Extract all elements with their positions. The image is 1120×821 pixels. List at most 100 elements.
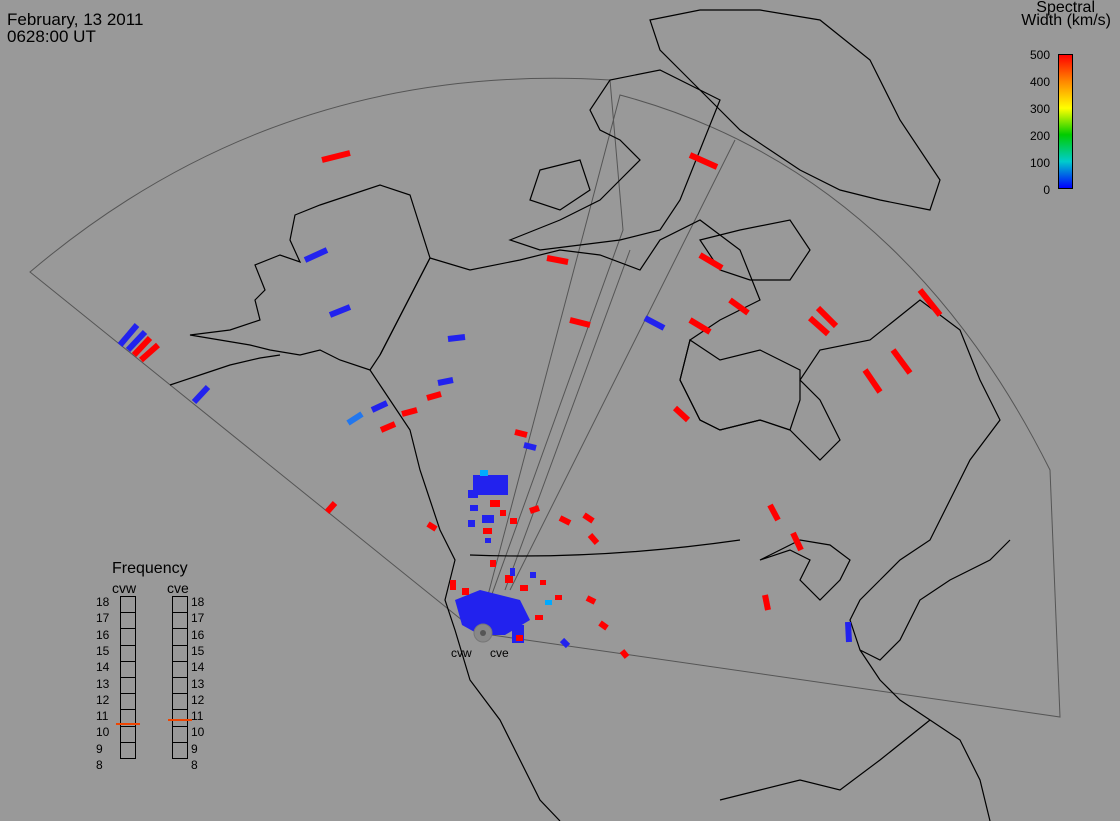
echo (762, 594, 771, 611)
frequency-level-right: 10 (191, 725, 205, 740)
frequency-cell (120, 660, 136, 677)
coast-arctic-3 (529, 159, 591, 211)
echo (303, 247, 329, 263)
frequency-level-left: 12 (96, 692, 110, 707)
echo (514, 429, 528, 438)
echo (346, 411, 364, 426)
frequency-cell (120, 628, 136, 645)
frequency-cell (172, 628, 188, 645)
frequency-cell (172, 741, 188, 759)
frequency-level-left: 17 (96, 611, 110, 626)
frequency-cell (120, 725, 136, 742)
frequency-column-cvw (120, 596, 136, 768)
frequency-cell (172, 612, 188, 629)
echo (619, 649, 630, 659)
colorbar-tick-label: 100 (1029, 156, 1050, 170)
frequency-level-left: 13 (96, 676, 110, 691)
coast-alaska-chain (169, 354, 281, 386)
echo (767, 503, 781, 522)
colorbar (1058, 54, 1073, 189)
frequency-cell (120, 596, 136, 613)
frequency-cell (172, 676, 188, 694)
fov-outline (29, 77, 1061, 718)
frequency-level-right: 12 (191, 692, 205, 707)
coast-arctic-2 (699, 219, 811, 281)
frequency-cell (172, 709, 188, 726)
echo (426, 391, 442, 401)
echo (191, 384, 211, 405)
echo (125, 329, 148, 353)
colorbar-tick-label: 0 (1043, 183, 1050, 197)
site-label-cve: cve (490, 646, 509, 660)
frequency-cell (172, 693, 188, 710)
frequency-level-right: 15 (191, 643, 205, 658)
coast-alaska (189, 184, 431, 371)
frequency-level-left: 15 (96, 643, 110, 658)
colorbar-tick-label: 200 (1029, 129, 1050, 143)
border-alaska-canada (379, 257, 431, 356)
frequency-cell (172, 644, 188, 661)
echo (426, 521, 438, 532)
echo (688, 152, 719, 170)
coast-south (719, 719, 931, 801)
echo (890, 348, 913, 375)
frequency-level-left: 11 (96, 709, 109, 724)
frequency-cve-label: cve (167, 580, 189, 596)
site-label-cvw: cvw (451, 646, 472, 660)
echo (324, 501, 338, 514)
coast-great-lakes (759, 539, 851, 601)
echo-cluster (450, 470, 562, 643)
colorbar-tick-label: 500 (1029, 48, 1050, 62)
echo (688, 317, 712, 335)
frequency-level-right: 16 (191, 627, 205, 642)
echo (401, 407, 418, 417)
coast-east (849, 539, 1011, 661)
echo (585, 595, 597, 605)
frequency-cell (120, 693, 136, 710)
echo (598, 620, 609, 631)
frequency-level-left: 10 (96, 725, 110, 740)
coastlines (169, 9, 1011, 821)
frequency-level-right: 9 (191, 741, 198, 756)
frequency-marker (116, 722, 140, 725)
fov-inner-line-2 (504, 249, 631, 591)
frequency-level-right: 8 (191, 758, 198, 772)
echo (558, 515, 572, 526)
echo (379, 421, 397, 433)
frequency-cell (172, 725, 188, 742)
frequency-level-right: 11 (191, 709, 204, 724)
echo (321, 150, 351, 163)
echo (672, 405, 691, 423)
frequency-cell (172, 660, 188, 677)
frequency-level-left: 14 (96, 660, 110, 675)
frequency-level-left: 9 (96, 741, 103, 756)
echo (447, 334, 466, 342)
echo (808, 315, 830, 337)
echo (582, 512, 595, 524)
frequency-cell (120, 644, 136, 661)
fov-cvw (29, 77, 624, 634)
echo (559, 637, 571, 649)
frequency-cell (120, 612, 136, 629)
frequency-level-right: 13 (191, 676, 205, 691)
frequency-level-left: 18 (96, 595, 110, 609)
echo (139, 342, 160, 363)
echo (437, 377, 454, 386)
coast-arctic-1 (508, 69, 721, 251)
fov-cve (477, 94, 1061, 718)
date-label: February, 13 2011 (7, 10, 144, 29)
echo (643, 315, 666, 331)
frequency-cell (120, 676, 136, 694)
frequency-level-left: 8 (96, 758, 103, 772)
echo (845, 621, 852, 643)
echo (698, 252, 724, 271)
coast-hudson-bay (679, 339, 801, 431)
coast-west (369, 369, 561, 821)
fov-inner-line (509, 139, 736, 591)
frequency-column-cve (172, 596, 188, 768)
colorbar-tick-label: 400 (1029, 75, 1050, 89)
frequency-cvw-label: cvw (112, 580, 137, 596)
frequency-level-right: 18 (191, 595, 205, 609)
